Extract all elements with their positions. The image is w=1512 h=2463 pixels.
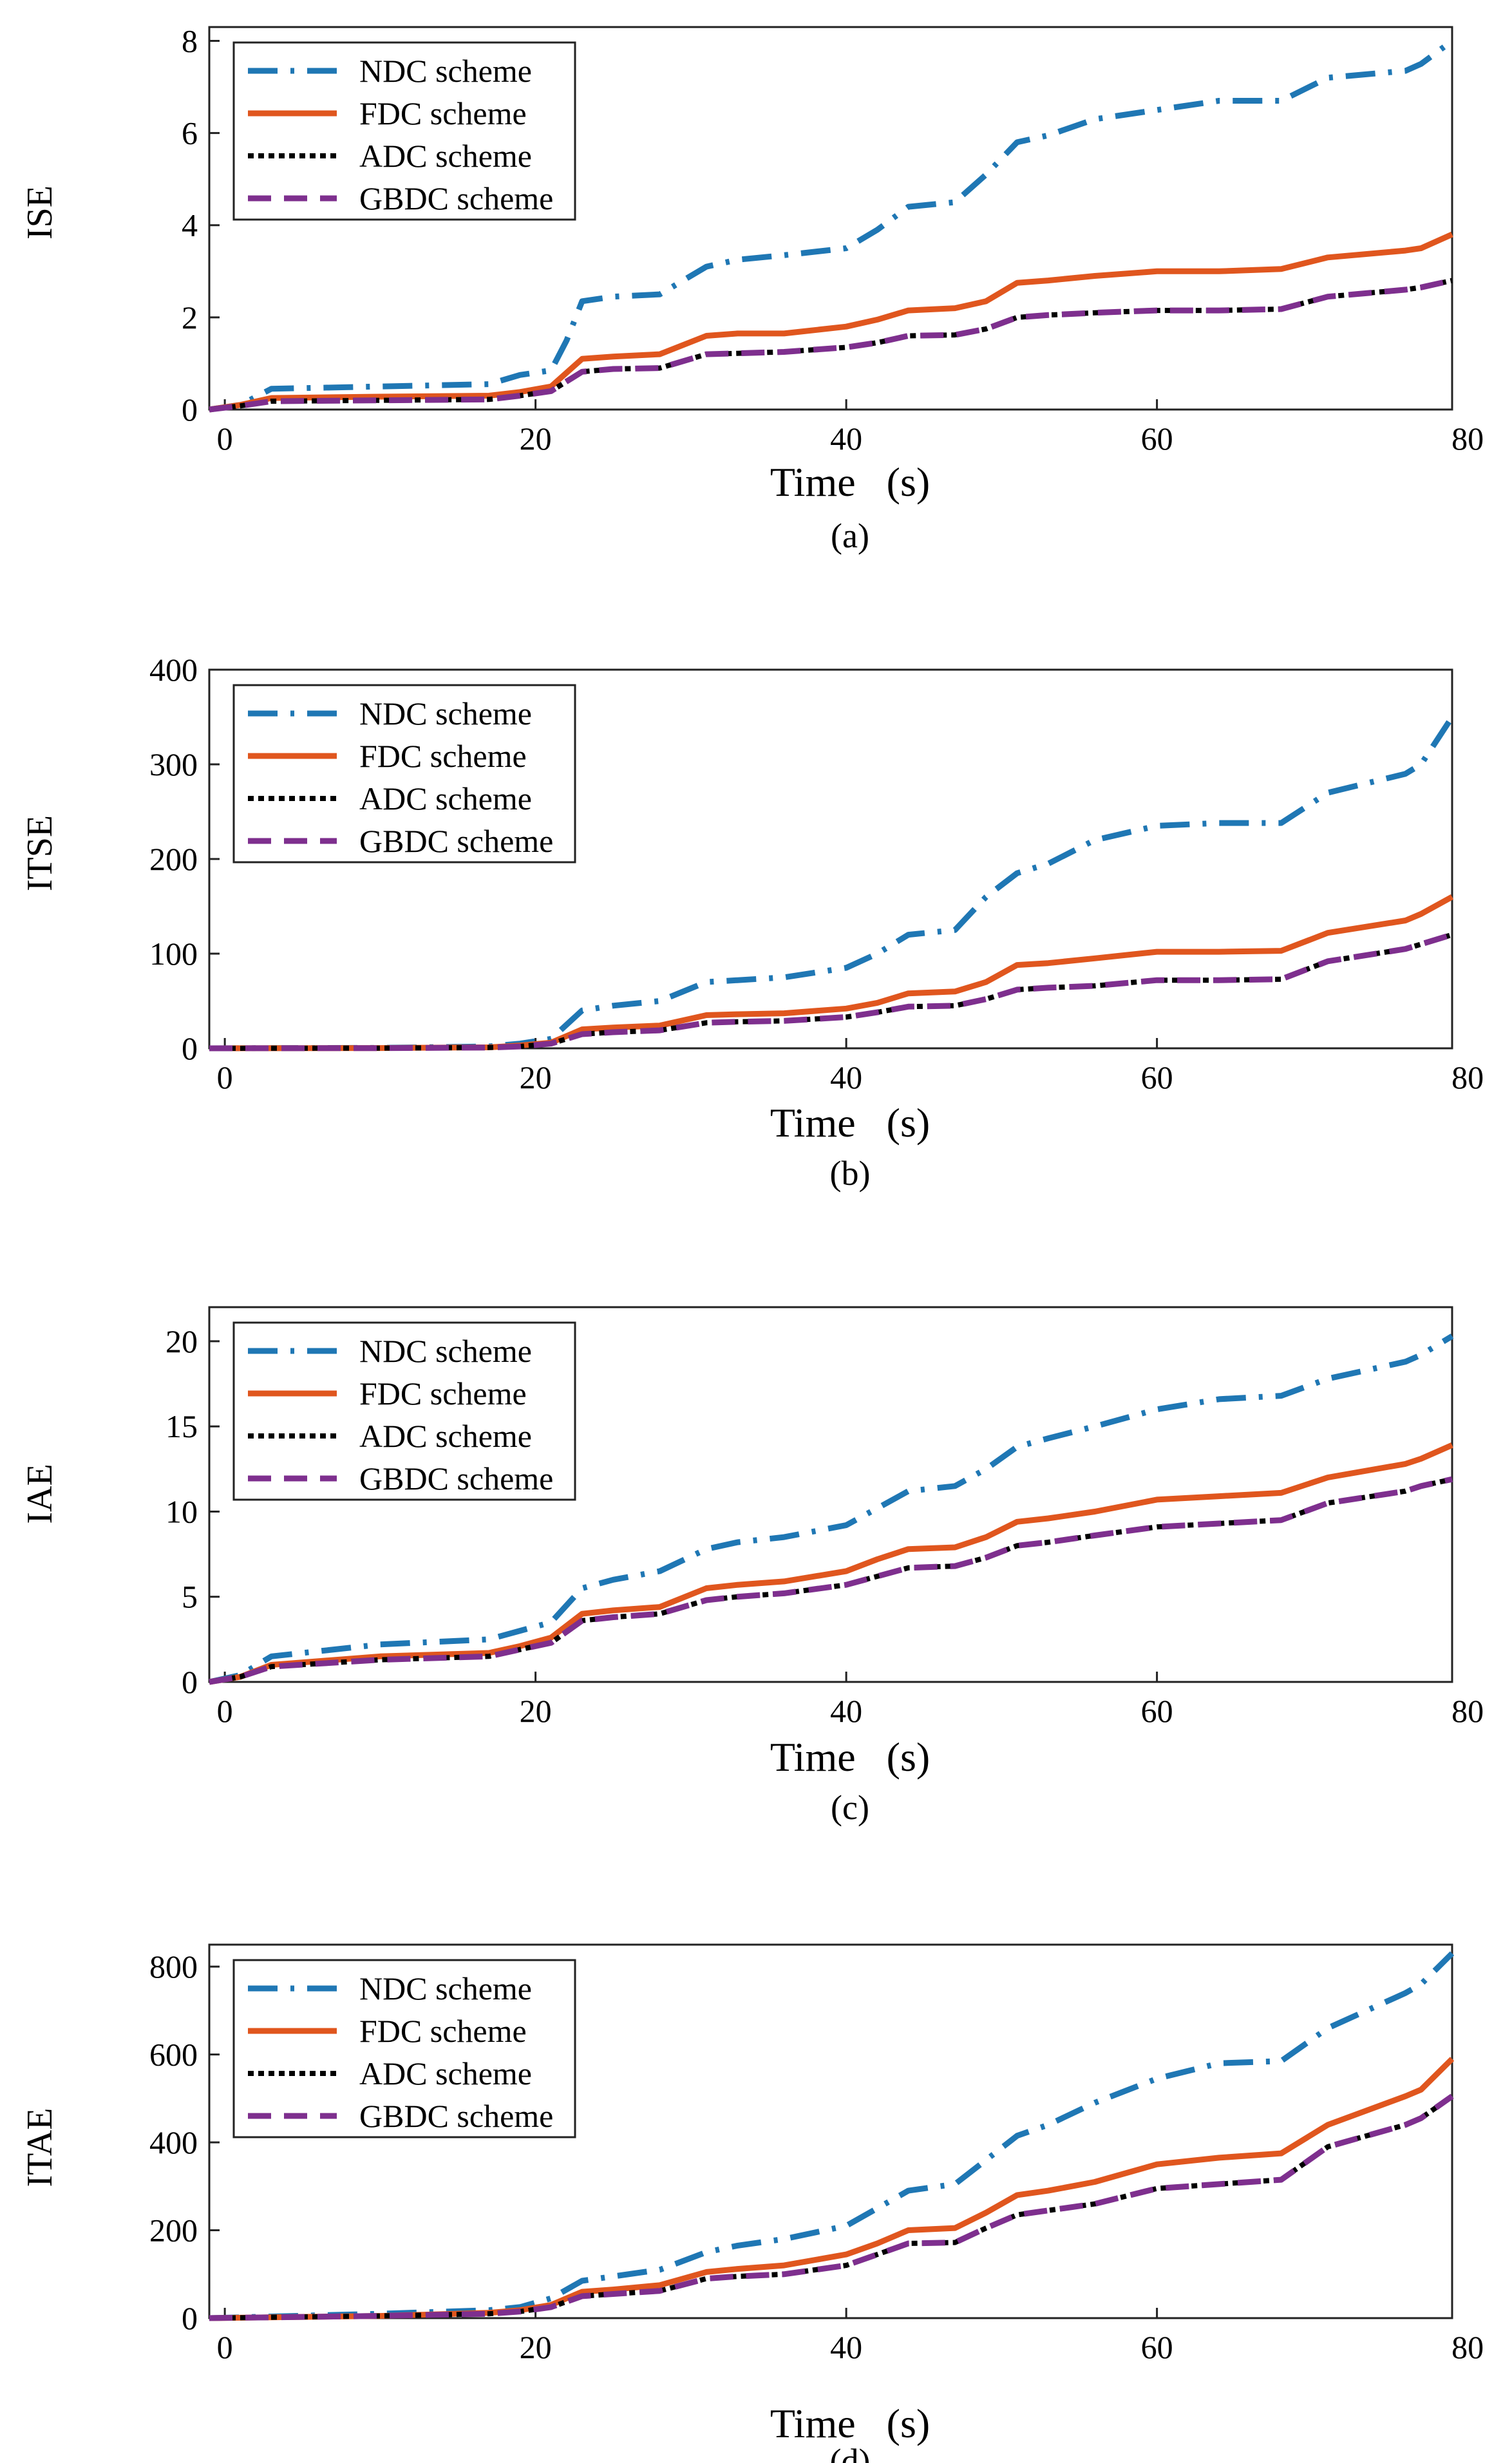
series-ndc-line — [209, 1334, 1454, 1685]
y-tick-label: 0 — [182, 392, 198, 428]
y-tick-label: 15 — [165, 1408, 198, 1444]
x-tick-label: 20 — [520, 1693, 552, 1729]
y-axis-label: IAE — [20, 1464, 60, 1524]
y-tick-label: 600 — [149, 2037, 198, 2073]
x-tick-label: 40 — [830, 2329, 862, 2365]
y-tick-label: 2 — [182, 299, 198, 335]
panel-caption: (b) — [830, 1154, 871, 1193]
x-tick-label: 40 — [830, 1059, 862, 1095]
y-tick-label: 400 — [149, 2124, 198, 2160]
y-tick-label: 200 — [149, 841, 198, 877]
x-tick-label: 80 — [1451, 2329, 1484, 2365]
legend-label-adc: ADC scheme — [359, 1418, 532, 1454]
legend-label-fdc: FDC scheme — [359, 1375, 527, 1411]
y-tick-label: 300 — [149, 746, 198, 782]
legend-label-ndc: NDC scheme — [359, 53, 532, 89]
series-gbdc-line — [209, 278, 1453, 413]
x-axis-label: Time (s) — [770, 1734, 930, 1780]
legend-label-ndc: NDC scheme — [359, 1970, 532, 2006]
y-tick-label: 0 — [182, 2300, 198, 2336]
y-tick-label: 800 — [149, 1949, 198, 1985]
y-axis-label: ISE — [20, 185, 60, 240]
x-tick-label: 20 — [520, 420, 552, 457]
y-tick-label: 4 — [182, 207, 198, 243]
y-tick-label: 400 — [149, 652, 198, 688]
x-tick-label: 40 — [830, 1693, 862, 1729]
y-tick-label: 8 — [182, 23, 198, 59]
panel-d: ITAE Time (s) (d) 0 20 40 60 800200400600800… — [20, 1943, 1484, 2463]
y-tick-label: 6 — [182, 115, 198, 151]
x-tick-label: 80 — [1451, 1693, 1484, 1729]
x-axis-label: Time (s) — [770, 459, 930, 505]
series-adc-line — [209, 278, 1453, 412]
y-axis-label: ITSE — [20, 815, 60, 891]
y-tick-label: 200 — [149, 2213, 198, 2249]
panel-a: ISE Time (s) (a) 0 20 40 60 80 0 2 4 6 8 NDC schem… — [20, 23, 1484, 555]
x-tick-label: 0 — [217, 1693, 233, 1729]
series-fdc-line — [209, 894, 1454, 1052]
x-tick-label: 60 — [1141, 420, 1173, 457]
panel-c: IAE Time (s) (c) 0 20 40 60 80 0 5 10 15 20 NDC sc… — [20, 1306, 1484, 1827]
panel-caption: (d) — [830, 2442, 871, 2463]
series-gbdc-line — [209, 1476, 1453, 1685]
series-adc-line — [209, 1477, 1453, 1684]
series-gbdc-line — [209, 932, 1453, 1052]
legend-label-adc: ADC scheme — [359, 780, 532, 816]
plot-frame — [208, 1306, 1453, 1683]
legend-label-ndc: NDC scheme — [359, 1333, 532, 1369]
panel-caption: (c) — [831, 1788, 869, 1827]
legend-label-gbdc: GBDC scheme — [359, 180, 553, 216]
x-tick-label: 40 — [830, 420, 862, 457]
x-tick-label: 60 — [1141, 1059, 1173, 1095]
series-gbdc-line — [209, 2093, 1454, 2321]
legend-label-gbdc: GBDC scheme — [359, 1460, 553, 1496]
y-tick-label: 0 — [182, 1030, 198, 1066]
legend-label-gbdc: GBDC scheme — [359, 823, 553, 859]
legend-label-adc: ADC scheme — [359, 138, 532, 174]
x-axis-label: Time (s) — [770, 2401, 930, 2446]
y-tick-label: 10 — [165, 1493, 198, 1529]
x-tick-label: 60 — [1141, 1693, 1173, 1729]
x-tick-label: 0 — [217, 420, 233, 457]
series-ndc-line — [209, 38, 1454, 413]
x-tick-label: 80 — [1451, 1059, 1484, 1095]
legend-label-fdc: FDC scheme — [359, 95, 527, 131]
plot-frame — [208, 26, 1453, 411]
series-fdc-line — [209, 2057, 1455, 2321]
y-axis-label: ITAE — [20, 2108, 60, 2187]
x-tick-label: 20 — [520, 1059, 552, 1095]
legend-label-fdc: FDC scheme — [359, 2013, 527, 2049]
legend-label-ndc: NDC scheme — [359, 695, 532, 731]
plot-frame — [208, 1943, 1453, 2319]
y-tick-label: 100 — [149, 936, 198, 972]
x-tick-label: 0 — [217, 1059, 233, 1095]
panel-caption: (a) — [831, 516, 869, 555]
series-fdc-line — [209, 231, 1453, 413]
x-tick-label: 20 — [520, 2329, 552, 2365]
legend-label-gbdc: GBDC scheme — [359, 2098, 553, 2134]
panel-b: ITSE Time (s) (b) 0 20 40 60 80 0 100 200 300 400… — [20, 652, 1484, 1193]
legend-label-fdc: FDC scheme — [359, 738, 527, 774]
y-tick-label: 20 — [165, 1323, 198, 1359]
series-fdc-line — [209, 1442, 1453, 1685]
legend-label-adc: ADC scheme — [359, 2055, 532, 2091]
x-axis-label: Time (s) — [770, 1100, 930, 1146]
x-tick-label: 0 — [217, 2329, 233, 2365]
x-tick-label: 80 — [1451, 420, 1484, 457]
x-tick-label: 60 — [1141, 2329, 1173, 2365]
y-tick-label: 0 — [182, 1664, 198, 1700]
y-tick-label: 5 — [182, 1579, 198, 1615]
